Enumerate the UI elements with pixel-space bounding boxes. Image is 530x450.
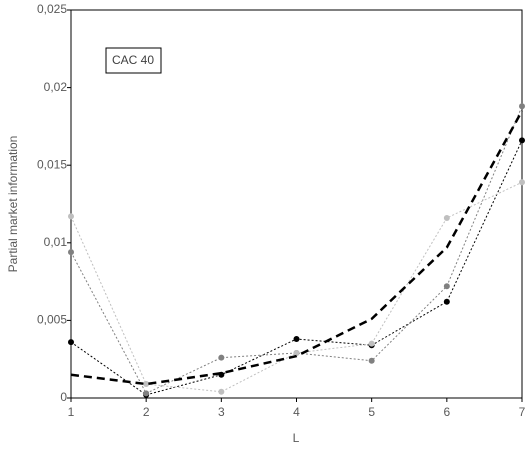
- point: [519, 137, 525, 144]
- x-tick-label: 3: [218, 405, 225, 419]
- point: [368, 340, 375, 347]
- series-line: [70, 110, 524, 386]
- point: [519, 103, 525, 110]
- y-tick-label: 0,01: [44, 235, 68, 249]
- x-tick-label: 7: [519, 405, 526, 419]
- x-tick-label: 1: [68, 405, 75, 419]
- point: [519, 179, 525, 186]
- x-tick-label: 6: [443, 405, 450, 419]
- point: [443, 298, 450, 305]
- point: [218, 388, 225, 395]
- point: [218, 354, 225, 361]
- annotation-box: [105, 47, 162, 74]
- x-tick-label: 2: [143, 405, 150, 419]
- point: [68, 213, 74, 220]
- x-tick-label: 5: [368, 405, 375, 419]
- y-axis-label: Partial market information: [6, 136, 20, 273]
- point: [368, 357, 375, 364]
- x-tick-label: 4: [293, 405, 300, 419]
- point: [68, 249, 74, 256]
- y-tick-label: 0,02: [44, 80, 68, 94]
- point: [143, 381, 150, 388]
- point: [293, 336, 300, 343]
- point: [68, 339, 74, 346]
- annotation: CAC 40: [112, 53, 154, 67]
- point: [443, 283, 450, 290]
- point: [143, 390, 150, 397]
- point: [293, 349, 300, 356]
- y-tick-label: 0,005: [37, 313, 67, 327]
- y-tick-label: 0,025: [37, 2, 67, 16]
- y-tick-label: 0,015: [37, 157, 67, 171]
- point: [443, 214, 450, 221]
- x-axis-label: L: [293, 431, 300, 445]
- y-tick-label: 0: [60, 390, 67, 404]
- series-line: [70, 181, 523, 393]
